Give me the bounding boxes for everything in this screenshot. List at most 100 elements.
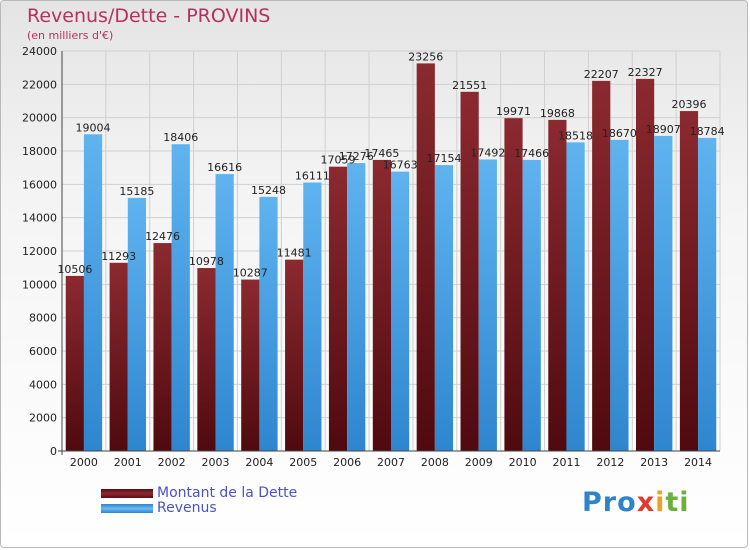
data-label: 17492 [470, 146, 505, 159]
x-tick-label: 2007 [377, 456, 405, 469]
x-tick-label: 2010 [509, 456, 537, 469]
data-label: 15185 [119, 185, 154, 198]
x-tick-label: 2014 [684, 456, 712, 469]
data-labels: 10506 19004 11293 15185 12476 18406 10978 16616… [57, 50, 724, 279]
x-tick-label: 2005 [289, 456, 317, 469]
bar-dette [109, 262, 128, 451]
y-tick-label: 4000 [29, 378, 57, 391]
bar-dette [65, 275, 84, 451]
data-label: 17059 [321, 154, 356, 167]
data-label: 10978 [189, 255, 224, 268]
logo-letter: o [617, 487, 637, 518]
data-label: 16111 [295, 169, 330, 182]
y-tick-label: 16000 [22, 178, 57, 191]
data-label: 19971 [496, 105, 531, 118]
data-label: 10287 [233, 267, 268, 280]
x-tick-label: 2008 [421, 456, 449, 469]
x-tick-label: 2006 [333, 456, 361, 469]
legend-swatch-dette [101, 489, 153, 498]
data-label: 18670 [602, 127, 637, 140]
bar-revenus [434, 165, 454, 451]
bar-revenus [566, 142, 585, 451]
axes: 0 2000 4000 6000 8000 10000 12000 14000 16000 180… [22, 45, 720, 469]
data-label: 18406 [163, 131, 198, 144]
data-label: 15248 [251, 184, 286, 197]
x-tick-label: 2002 [158, 456, 186, 469]
data-label: 10506 [57, 263, 92, 276]
bar-revenus [215, 174, 234, 452]
data-label: 23256 [408, 50, 443, 63]
y-tick-label: 2000 [29, 412, 57, 425]
bar-revenus [83, 134, 103, 451]
x-tick-label: 2009 [465, 456, 493, 469]
chart-subtitle: (en milliers d'€) [27, 29, 114, 42]
logo-letter: x [636, 487, 656, 518]
legend-label-dette: Montant de la Dette [157, 485, 298, 501]
bar-dette [241, 279, 260, 451]
x-tick-label: 2011 [552, 456, 580, 469]
bar-dette [153, 243, 172, 451]
data-label: 19868 [540, 107, 575, 120]
data-label: 17466 [514, 147, 549, 160]
y-tick-label: 24000 [22, 45, 57, 58]
logo-letter: r [602, 487, 618, 518]
data-label: 11293 [101, 250, 136, 263]
data-label: 22207 [584, 68, 619, 81]
bars [65, 63, 717, 452]
bar-revenus [478, 159, 497, 451]
bar-dette [592, 80, 611, 451]
data-label: 16616 [207, 161, 242, 174]
bar-dette [197, 268, 216, 451]
data-label: 20396 [671, 98, 706, 111]
bar-dette [285, 259, 304, 451]
y-tick-label: 6000 [29, 345, 57, 358]
data-label: 11481 [277, 247, 312, 260]
legend-swatch-revenus [101, 504, 153, 513]
y-tick-label: 10000 [22, 278, 57, 291]
data-label: 17154 [426, 152, 461, 165]
bar-dette [679, 111, 699, 452]
y-tick-label: 12000 [22, 245, 57, 258]
bar-revenus [303, 182, 322, 451]
bar-revenus [127, 197, 146, 451]
data-label: 17465 [364, 147, 399, 160]
y-tick-label: 8000 [29, 312, 57, 325]
y-tick-label: 14000 [22, 212, 57, 225]
data-label: 19004 [76, 121, 111, 134]
bar-dette [460, 91, 479, 452]
data-label: 22327 [628, 66, 663, 79]
data-label: 17276 [339, 150, 374, 163]
bar-dette [636, 78, 655, 451]
bar-revenus [610, 139, 629, 452]
data-label: 18518 [558, 129, 593, 142]
x-tick-label: 2004 [245, 456, 273, 469]
bar-dette [328, 166, 348, 451]
bar-revenus [654, 135, 673, 451]
logo-letter: t [665, 487, 680, 518]
logo-letter: i [655, 487, 666, 518]
bar-revenus [698, 137, 717, 451]
x-tick-label: 2013 [640, 456, 668, 469]
logo-letter: P [582, 487, 603, 518]
proxiti-logo: Proxiti [582, 487, 690, 518]
x-tick-label: 2000 [70, 456, 98, 469]
y-tick-label: 0 [50, 445, 57, 458]
data-label: 18907 [646, 123, 681, 136]
x-tick-label: 2003 [202, 456, 230, 469]
bar-revenus [347, 163, 366, 452]
data-label: 18784 [690, 125, 725, 138]
bar-dette [504, 118, 523, 452]
bar-revenus [171, 144, 190, 451]
chart-title: Revenus/Dette - PROVINS [27, 5, 271, 27]
legend-label-revenus: Revenus [157, 500, 217, 516]
y-tick-label: 22000 [22, 78, 57, 91]
x-tick-label: 2001 [114, 456, 142, 469]
bar-revenus [391, 171, 410, 451]
data-label: 12476 [145, 230, 180, 243]
y-tick-label: 20000 [22, 112, 57, 125]
x-tick-label: 2012 [596, 456, 624, 469]
bar-revenus [522, 159, 541, 451]
data-label: 21551 [452, 79, 487, 92]
